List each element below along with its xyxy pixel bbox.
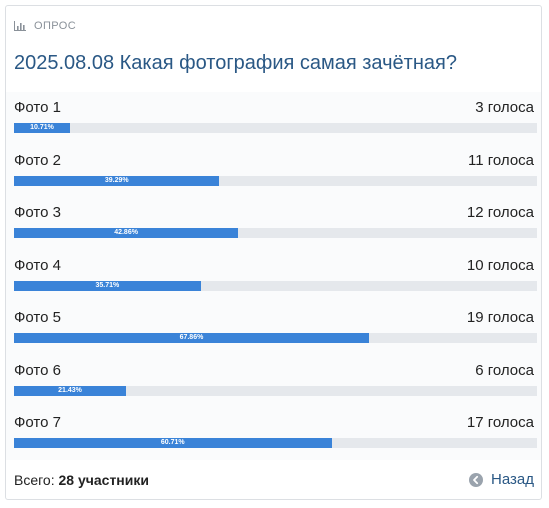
poll-option-votes: 19 голоса: [466, 309, 534, 326]
poll-options: Фото 1 3 голоса 10.71% Фото 2 11 голоса 39.29…: [6, 92, 541, 460]
poll-option-bar-track: 35.71%: [14, 280, 537, 291]
poll-option-votes: 17 голоса: [466, 414, 534, 431]
poll-total-value: 28 участники: [58, 472, 149, 488]
poll-option-percent: 35.71%: [95, 281, 120, 289]
poll-option-bar-track: 42.86%: [14, 228, 537, 238]
poll-option-votes: 10 голоса: [466, 256, 534, 274]
poll-option-bar-fill: 39.29%: [14, 175, 220, 186]
poll-option-votes: 11 голоса: [468, 151, 534, 169]
poll-option-percent: 60.71%: [160, 439, 185, 446]
poll-option-votes: 6 голоса: [475, 361, 534, 379]
poll-option-bar-track: 10.71%: [14, 123, 537, 133]
poll-option-bar-fill: 35.71%: [14, 280, 201, 291]
back-label: Назад: [491, 471, 534, 488]
poll-option-bar-track: 21.43%: [14, 385, 537, 396]
poll-option-label: Фото 5: [14, 309, 61, 326]
poll-option: Фото 3 12 голоса 42.86%: [6, 197, 541, 250]
poll-option: Фото 7 17 голоса 60.71%: [6, 407, 541, 460]
poll-option-votes: 3 голоса: [475, 99, 534, 116]
arrow-left-circle-icon: [469, 472, 484, 487]
poll-option-percent: 39.29%: [104, 176, 129, 184]
poll-option-bar-track: 39.29%: [14, 175, 537, 186]
poll-option: Фото 2 11 голоса 39.29%: [6, 145, 541, 198]
poll-card: ОПРОС 2025.08.08 Какая фотография самая …: [5, 5, 542, 500]
poll-option: Фото 5 19 голоса 67.86%: [6, 302, 541, 355]
poll-option-percent: 67.86%: [179, 334, 204, 341]
poll-option-label: Фото 7: [14, 414, 61, 431]
poll-option-bar-fill: 21.43%: [14, 385, 127, 396]
poll-option-bar-track: 60.71%: [14, 438, 537, 448]
poll-option: Фото 4 10 голоса 35.71%: [6, 250, 541, 303]
poll-option-bar-fill: 42.86%: [14, 228, 239, 238]
poll-option: Фото 1 3 голоса 10.71%: [6, 92, 541, 145]
poll-total: Всего: 28 участники: [14, 472, 149, 488]
poll-option-bar-fill: 67.86%: [14, 333, 369, 343]
poll-header-label: ОПРОС: [34, 20, 77, 32]
poll-option-percent: 10.71%: [30, 124, 54, 131]
poll-option-bar-fill: 60.71%: [14, 438, 332, 448]
poll-header: ОПРОС: [14, 20, 76, 32]
poll-option-bar-track: 67.86%: [14, 333, 537, 343]
poll-option-votes: 12 голоса: [466, 204, 534, 221]
poll-option-label: Фото 6: [14, 361, 61, 379]
bar-chart-icon: [14, 21, 26, 31]
poll-option-percent: 42.86%: [114, 229, 138, 236]
poll-option: Фото 6 6 голоса 21.43%: [6, 355, 541, 408]
poll-title: 2025.08.08 Какая фотография самая зачётн…: [14, 52, 457, 74]
poll-option-percent: 21.43%: [58, 386, 82, 394]
poll-option-label: Фото 1: [14, 99, 61, 116]
back-button[interactable]: Назад: [469, 471, 534, 488]
poll-option-label: Фото 2: [14, 151, 61, 169]
poll-option-bar-fill: 10.71%: [14, 123, 70, 133]
poll-option-label: Фото 4: [14, 256, 61, 274]
poll-total-prefix: Всего:: [14, 472, 55, 488]
poll-option-label: Фото 3: [14, 204, 61, 221]
